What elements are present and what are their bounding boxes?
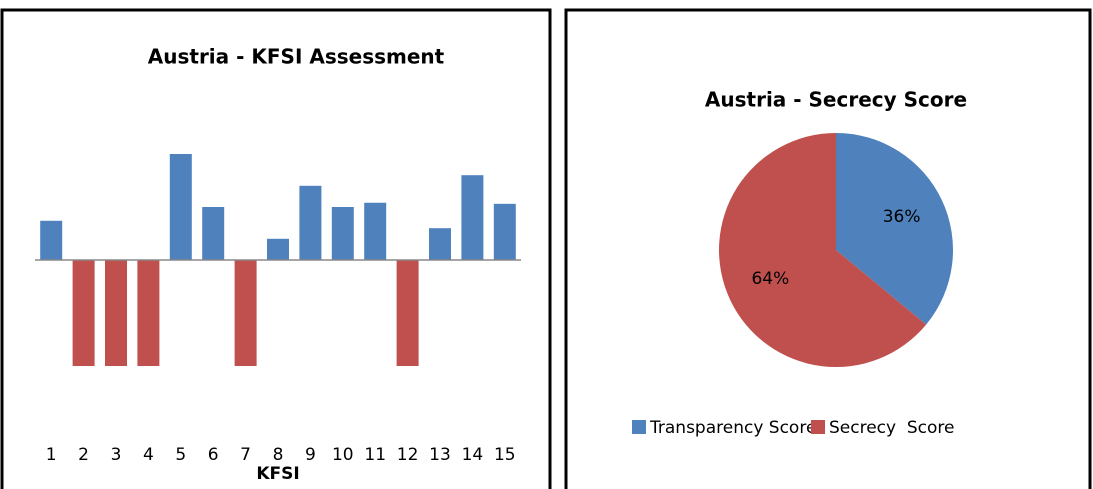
pie-slice — [718, 133, 927, 368]
legend-label: Transparency Score — [649, 418, 816, 438]
x-tick-label: 5 — [175, 445, 186, 465]
bar — [267, 238, 289, 260]
legend-label: Secrecy Score — [829, 418, 955, 438]
bar — [331, 207, 354, 260]
x-tick-label: 11 — [364, 445, 386, 465]
x-tick-label: 14 — [462, 445, 484, 465]
bar — [234, 260, 257, 366]
x-tick-label: 15 — [494, 445, 516, 465]
x-tick-label: 2 — [78, 445, 89, 465]
data-label: 64% — [751, 269, 789, 289]
legend-swatch — [811, 420, 825, 434]
x-tick-label: 10 — [332, 445, 354, 465]
legend-swatch — [632, 420, 646, 434]
x-tick-label: 9 — [305, 445, 316, 465]
bar — [461, 175, 484, 260]
x-tick-label: 3 — [111, 445, 122, 465]
bar — [105, 260, 127, 366]
data-label: 36% — [883, 207, 921, 227]
x-tick-label: 1 — [46, 445, 57, 465]
bar — [72, 260, 95, 366]
bar — [202, 207, 225, 260]
pie-slice — [836, 133, 953, 325]
bar — [364, 202, 387, 260]
bar — [299, 185, 322, 260]
bar — [137, 260, 160, 366]
bar — [429, 228, 451, 260]
chart-title: Austria - Secrecy Score — [705, 88, 967, 112]
x-tick-label: 12 — [397, 445, 419, 465]
x-tick-label: 13 — [429, 445, 451, 465]
chart-title: Austria - KFSI Assessment — [148, 45, 445, 69]
x-tick-label: 6 — [208, 445, 219, 465]
bar — [493, 203, 516, 260]
x-tick-label: 8 — [273, 445, 284, 465]
bar — [396, 260, 419, 366]
x-axis-label: KFSI — [256, 464, 299, 484]
x-tick-label: 4 — [143, 445, 154, 465]
bar — [169, 154, 192, 260]
bar — [40, 220, 63, 260]
x-tick-label: 7 — [240, 445, 251, 465]
